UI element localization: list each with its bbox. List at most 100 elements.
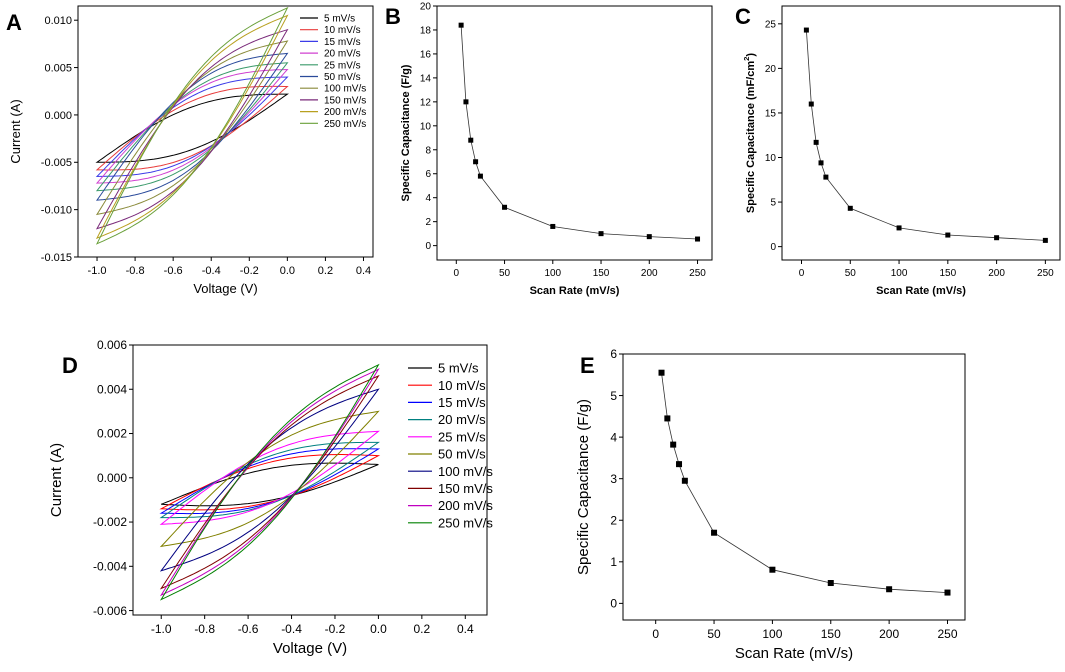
panel-e: E 0 50 100 150 200 250 0 1 2 3 4 5 6 Scan Rate (mV/s) S…: [575, 347, 966, 662]
series-line: [661, 372, 948, 593]
series-line-200-mv-s: [159, 368, 380, 597]
data-point: [803, 27, 809, 33]
y-tick-label: 20: [420, 2, 432, 13]
y-tick-label: 10: [765, 153, 777, 164]
data-point: [1042, 237, 1048, 243]
panel-c: C 0 50 100 150 200 250 0 5 10 15 20 25 Scan Rate (mV/…: [735, 4, 1061, 297]
x-tick-label: 250: [689, 268, 706, 279]
series-line: [806, 30, 1046, 241]
legend: 5 mV/s 10 mV/s 15 mV/s 20 mV/s 25 mV/s 50 mV/…: [408, 361, 493, 530]
y-tick-label: 4: [610, 430, 617, 444]
x-tick-label: 0.4: [356, 265, 371, 277]
data-point: [658, 369, 665, 376]
x-tick-label: 0.4: [457, 622, 474, 636]
legend-label: 25 mV/s: [324, 60, 361, 71]
x-tick-label: -0.8: [126, 265, 145, 277]
y-tick-label: 3: [610, 472, 617, 486]
y-tick-label: 8: [425, 145, 431, 156]
y-tick-label: 0.002: [97, 427, 127, 441]
y-tick-label: -0.006: [93, 604, 127, 618]
x-tick-label: 200: [879, 627, 899, 641]
x-axis-title: Scan Rate (mV/s): [530, 285, 620, 297]
y-tick-label: 4: [425, 193, 431, 204]
series-line-50-mv-s: [159, 410, 380, 548]
data-point: [823, 174, 829, 180]
y-tick-label: 20: [765, 64, 777, 75]
y-tick-label: 6: [610, 347, 617, 361]
legend-label: 150 mV/s: [438, 481, 493, 496]
y-axis-title: Specific Capacitance (F/g): [575, 399, 592, 575]
series-line-50-mv-s: [95, 52, 289, 201]
plot-area: [95, 6, 290, 245]
panel-d: D -1.0 -0.8 -0.6 -0.4 -0.2 0.0 0.2 0.4 -0.006 -0.0…: [48, 338, 493, 657]
data-point: [818, 160, 824, 166]
data-point: [676, 461, 683, 468]
y-tick-label: 0.006: [97, 338, 127, 352]
y-tick-label: 25: [765, 19, 777, 30]
y-tick-label: 0.004: [97, 382, 127, 396]
data-point: [477, 173, 483, 179]
y-tick-label: 0.000: [97, 471, 127, 485]
series-line-200-mv-s: [95, 14, 289, 240]
y-axis-title-superscript: 2: [742, 57, 751, 61]
legend-label: 10 mV/s: [324, 25, 361, 36]
y-tick-label: -0.002: [93, 515, 127, 529]
legend-label: 5 mV/s: [324, 14, 355, 25]
legend-label: 10 mV/s: [438, 378, 486, 393]
data-point: [808, 101, 814, 107]
data-point: [944, 589, 951, 596]
y-tick-label: 0: [610, 597, 617, 611]
legend-label: 15 mV/s: [324, 37, 361, 48]
y-axis-title: Current (A): [8, 99, 23, 163]
data-point: [896, 225, 902, 231]
data-point: [994, 235, 1000, 241]
x-tick-label: 200: [988, 268, 1005, 279]
series-line-250-mv-s: [95, 6, 289, 245]
series-line-150-mv-s: [95, 28, 289, 230]
x-tick-label: -0.8: [194, 622, 215, 636]
x-tick-label: 200: [641, 268, 658, 279]
legend-label: 5 mV/s: [438, 361, 479, 376]
plot-frame: [132, 344, 488, 616]
panel-letter: D: [62, 353, 78, 378]
y-tick-label: -0.010: [41, 204, 72, 216]
data-point: [664, 415, 671, 422]
x-tick-label: 150: [821, 627, 841, 641]
x-tick-label: 100: [544, 268, 561, 279]
x-tick-label: -0.4: [202, 265, 221, 277]
series-line-20-mv-s: [159, 441, 380, 519]
plot-area: [658, 369, 951, 596]
series-line-150-mv-s: [159, 374, 380, 590]
x-tick-label: 0.0: [280, 265, 295, 277]
legend-label: 200 mV/s: [438, 498, 493, 513]
x-tick-label: 0: [454, 268, 460, 279]
legend-label: 25 mV/s: [438, 429, 486, 444]
data-point: [458, 22, 464, 28]
x-axis-title: Scan Rate (mV/s): [735, 645, 853, 662]
x-axis-title: Scan Rate (mV/s): [876, 285, 966, 297]
legend-label: 250 mV/s: [438, 515, 493, 530]
legend-label: 15 mV/s: [438, 395, 486, 410]
x-tick-label: 250: [937, 627, 957, 641]
y-tick-label: 1: [610, 555, 617, 569]
plot-area: [159, 363, 381, 601]
panel-letter: A: [6, 10, 22, 35]
x-tick-label: 100: [762, 627, 782, 641]
series-line-5-mv-s: [95, 93, 290, 163]
y-tick-label: 16: [420, 49, 432, 60]
x-tick-label: 0: [652, 627, 659, 641]
data-point: [827, 580, 834, 587]
x-tick-label: 250: [1037, 268, 1054, 279]
series-line-5-mv-s: [161, 462, 379, 507]
x-tick-label: -0.4: [281, 622, 302, 636]
x-tick-label: 0.2: [318, 265, 333, 277]
plot-frame: [77, 5, 374, 258]
x-tick-label: -1.0: [88, 265, 107, 277]
x-axis-title: Voltage (V): [273, 640, 347, 657]
series-line-25-mv-s: [95, 62, 289, 192]
y-axis-title-close: ): [745, 53, 757, 57]
y-tick-label: 15: [765, 108, 777, 119]
x-tick-label: -1.0: [151, 622, 172, 636]
legend-label: 150 mV/s: [324, 95, 366, 106]
y-axis-title: Specific Capacitance (F/g): [400, 64, 412, 201]
